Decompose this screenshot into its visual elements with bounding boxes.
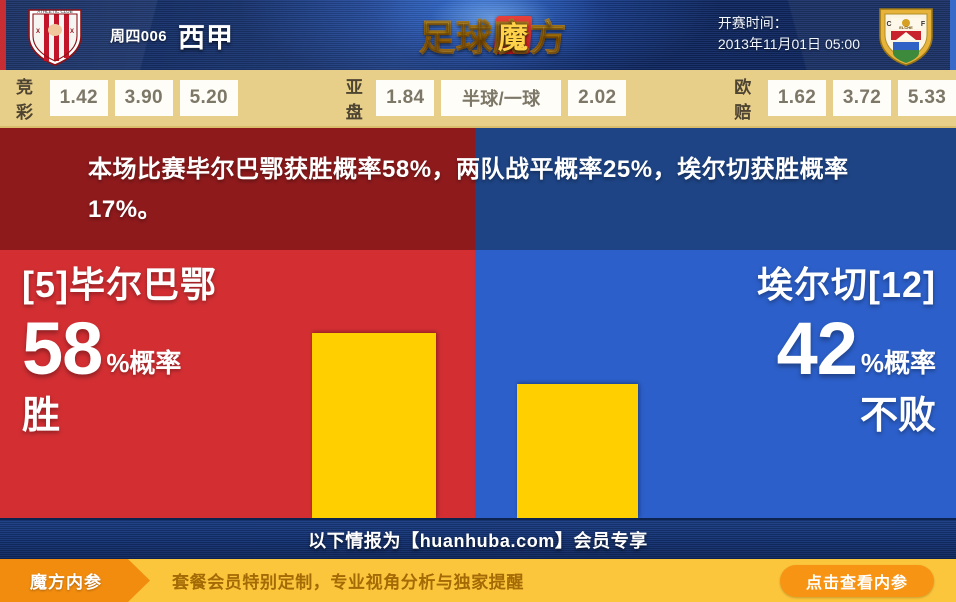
- match-number: 周四006: [110, 27, 168, 45]
- away-team-crest-icon: C F ELCHE: [879, 8, 933, 66]
- kickoff-value: 2013年11月01日 05:00: [717, 36, 860, 52]
- home-probability-row: 58 %概率: [22, 312, 292, 386]
- footer-promo-bar: 魔方内参 套餐会员特别定制，专业视角分析与独家提醒 点击查看内参: [0, 559, 956, 602]
- handicap-cell-away[interactable]: 2.02: [568, 80, 627, 116]
- odds-bar: 竞彩 1.42 3.90 5.20 亚盘 1.84 半球/一球 2.02 欧赔 …: [0, 70, 956, 128]
- home-probability-bar: [312, 333, 436, 518]
- odds-group-asian-handicap: 亚盘 1.84 半球/一球 2.02: [346, 73, 627, 123]
- away-outcome-label: 不败: [859, 395, 936, 437]
- svg-text:ATHLETIC CLUB: ATHLETIC CLUB: [37, 9, 72, 14]
- header-right-accent: [950, 0, 956, 70]
- away-probability-row: 42 %概率: [646, 312, 936, 386]
- league-name: 西甲: [178, 22, 235, 53]
- odds-cell-home-win[interactable]: 1.42: [49, 80, 108, 116]
- euro-odds-home-win[interactable]: 1.62: [768, 80, 826, 116]
- probability-summary-text: 本场比赛毕尔巴鄂获胜概率58%，两队战平概率25%，埃尔切获胜概率17%。: [88, 156, 849, 223]
- footer-tag-wrap: 魔方内参: [0, 559, 150, 602]
- home-outcome-label: 胜: [22, 395, 61, 437]
- euro-odds-draw[interactable]: 3.72: [833, 80, 891, 116]
- probability-chart-panel: [5]毕尔巴鄂 58 %概率 胜 埃尔切[12] 42 %概率 不败: [0, 250, 956, 518]
- member-notice-strip: 以下情报为【huanhuba.com】会员专享: [0, 518, 956, 559]
- brand-logo-text: 足球魔方: [418, 9, 567, 61]
- header-bar: ATHLETIC CLUB X X 周四006 西甲 足球魔方 魔 开赛时间： …: [0, 0, 956, 70]
- brand-logo[interactable]: 足球魔方 魔: [378, 0, 608, 70]
- svg-text:X: X: [36, 29, 40, 35]
- odds-cell-away-win[interactable]: 5.20: [179, 80, 238, 116]
- home-team-block: [5]毕尔巴鄂 58 %概率 胜: [22, 262, 292, 440]
- probability-strip-away-side: [475, 128, 956, 250]
- odds-group-label: 欧赔: [734, 78, 753, 122]
- svg-text:F: F: [921, 21, 926, 28]
- home-probability-value: 58: [22, 307, 103, 390]
- odds-group-jingcai: 竞彩 1.42 3.90 5.20: [16, 73, 238, 123]
- svg-text:X: X: [70, 29, 74, 35]
- probability-strip-home-side: [0, 128, 475, 250]
- footer-promo-text: 套餐会员特别定制，专业视角分析与独家提醒: [172, 573, 524, 592]
- away-team-block: 埃尔切[12] 42 %概率 不败: [646, 262, 936, 440]
- euro-odds-away-win[interactable]: 5.33: [898, 80, 956, 116]
- kickoff-time: 开赛时间： 2013年11月01日 05:00: [718, 13, 860, 55]
- home-team-name: [5]毕尔巴鄂: [22, 264, 217, 305]
- footer-tag: 魔方内参: [0, 559, 150, 602]
- probability-summary-strip: 本场比赛毕尔巴鄂获胜概率58%，两队战平概率25%，埃尔切获胜概率17%。: [0, 128, 956, 250]
- handicap-line[interactable]: 半球/一球: [441, 80, 562, 116]
- odds-cell-draw[interactable]: 3.90: [114, 80, 173, 116]
- odds-group-label: 亚盘: [345, 78, 364, 122]
- svg-text:ELCHE: ELCHE: [899, 25, 913, 30]
- view-insider-report-button[interactable]: 点击查看内参: [779, 564, 934, 597]
- header-left-accent: [0, 0, 6, 70]
- away-team-name: 埃尔切[12]: [756, 264, 936, 305]
- odds-group-european: 欧赔 1.62 3.72 5.33: [734, 73, 956, 123]
- brand-badge-char: 魔: [498, 22, 528, 55]
- match-meta: 周四006 西甲: [110, 0, 234, 70]
- home-team-crest-icon: ATHLETIC CLUB X X: [28, 9, 82, 66]
- member-notice-text: 以下情报为【huanhuba.com】会员专享: [308, 530, 648, 551]
- svg-text:C: C: [886, 21, 891, 28]
- kickoff-label: 开赛时间：: [717, 15, 788, 31]
- away-probability-suffix: %概率: [860, 348, 936, 378]
- handicap-cell-home[interactable]: 1.84: [376, 80, 435, 116]
- away-probability-value: 42: [776, 307, 858, 390]
- home-probability-suffix: %概率: [106, 348, 182, 378]
- odds-group-label: 竞彩: [16, 78, 34, 122]
- away-probability-bar: [517, 384, 638, 518]
- footer-tag-label: 魔方内参: [30, 573, 102, 592]
